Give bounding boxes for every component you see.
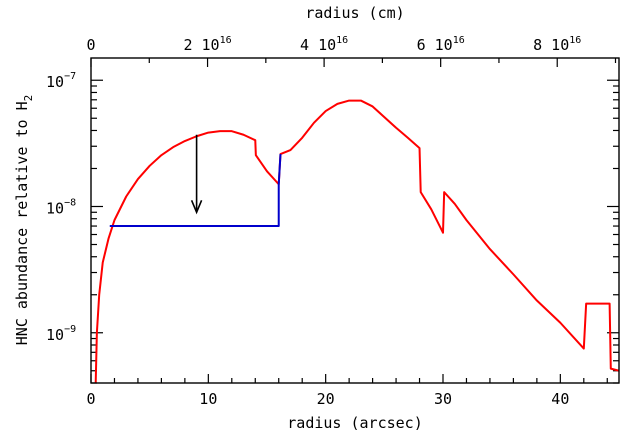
y-axis-title-main: HNC abundance relative to H xyxy=(13,101,31,345)
x-axis-title: radius (arcsec) xyxy=(287,414,422,432)
x-tick-label: 30 xyxy=(434,390,452,408)
top-axis-title: radius (cm) xyxy=(305,4,404,22)
annotation-layer xyxy=(190,134,203,215)
y-tick-label: 10−8 xyxy=(46,197,76,217)
x-tick-label: 0 xyxy=(86,390,95,408)
series-line-1 xyxy=(109,154,282,228)
x2-tick-label: 8 1016 xyxy=(533,35,581,54)
y-axis-title: HNC abundance relative to H2 xyxy=(13,95,35,345)
series-line-0 xyxy=(94,99,620,384)
y-tick-label: 10−7 xyxy=(46,71,76,91)
y-tick-label: 10−9 xyxy=(46,324,76,344)
x2-tick-label: 0 xyxy=(86,36,95,54)
x2-tick-label: 2 1016 xyxy=(183,35,231,54)
x-tick-label: 20 xyxy=(317,390,335,408)
series-layer xyxy=(94,99,620,384)
y-axis-title-subscript: 2 xyxy=(22,95,35,102)
x2-tick-label: 4 1016 xyxy=(300,35,348,54)
ticks-layer xyxy=(90,58,619,384)
label-layer: 0 10 20 30 40 0 2 1016 4 1016 6 1016 8 1016 10−9 10… xyxy=(46,35,581,408)
x-tick-label: 10 xyxy=(199,390,217,408)
plot-frame xyxy=(90,57,620,384)
x-tick-label: 40 xyxy=(551,390,569,408)
x2-tick-label: 6 1016 xyxy=(417,35,465,54)
arrow-head xyxy=(190,199,203,215)
